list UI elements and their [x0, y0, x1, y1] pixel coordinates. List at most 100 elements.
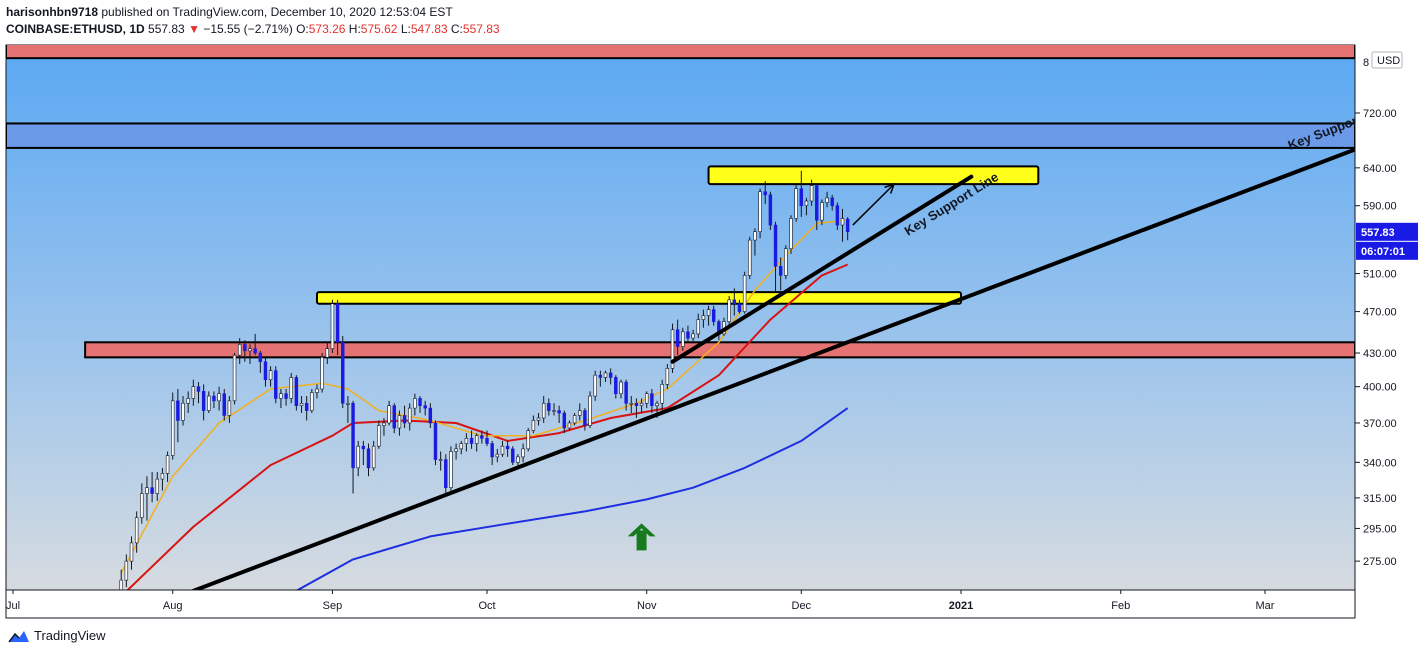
candle-body [330, 303, 335, 349]
candle [588, 391, 592, 429]
candle-body [253, 348, 257, 354]
candle [706, 305, 711, 326]
candle-body [392, 405, 396, 429]
candle [753, 228, 757, 256]
candle-body [845, 218, 850, 233]
candle [634, 398, 639, 418]
candle-body [299, 402, 304, 406]
price-tick-label: 470.00 [1363, 307, 1397, 319]
candle-body [655, 402, 659, 406]
candle-body [243, 344, 247, 352]
candle-body [500, 445, 505, 455]
candle [397, 410, 402, 436]
candle-body [588, 395, 592, 426]
time-tick-label: Mar [1256, 600, 1275, 612]
candle-body [248, 348, 252, 352]
candle-body [578, 410, 582, 416]
candle [784, 245, 788, 280]
author-name[interactable]: harisonhbn9718 [6, 5, 99, 19]
candle-body [237, 344, 242, 356]
candle-body [526, 430, 530, 450]
candle [804, 197, 809, 216]
candle-body [341, 341, 345, 404]
candle [567, 420, 572, 431]
candle-body [490, 443, 494, 458]
candle-body [186, 398, 190, 404]
price-tick-label: 510.00 [1363, 269, 1397, 281]
candle-body [505, 445, 510, 450]
candle [794, 184, 798, 222]
candle [320, 353, 324, 393]
candle [619, 379, 623, 399]
close-label: C: [450, 22, 463, 36]
candle-body [346, 402, 350, 405]
candle-body [268, 370, 273, 381]
candle-body [201, 391, 206, 411]
candle-body [274, 370, 278, 399]
candle-body [583, 410, 587, 426]
candle [454, 443, 458, 460]
candle-body [325, 348, 330, 358]
candle [212, 391, 216, 409]
candle [578, 403, 582, 421]
candle-body [670, 329, 675, 369]
candle-body [567, 422, 572, 429]
candle-body [691, 333, 695, 339]
candle-body [382, 422, 386, 426]
candle [382, 417, 386, 436]
candle [742, 271, 747, 314]
zone-yellow-2 [707, 165, 1040, 186]
candle [433, 420, 438, 466]
candle [315, 384, 319, 399]
candle [392, 403, 396, 434]
candle [557, 405, 561, 423]
tradingview-footer[interactable]: TradingView [8, 628, 106, 643]
candle [274, 366, 278, 404]
candle [356, 440, 360, 477]
open-value: 573.26 [308, 22, 346, 36]
candle [608, 368, 613, 385]
open-label: O: [296, 22, 309, 36]
zone-red-4 [84, 341, 1355, 359]
candle-body [675, 329, 680, 347]
candle [284, 389, 288, 406]
candle [346, 396, 350, 423]
price-tick-label: 590.00 [1363, 201, 1397, 213]
candle-body [547, 402, 551, 411]
candle-body [557, 410, 561, 414]
low-label: L: [400, 22, 411, 36]
projection-arrow [852, 182, 896, 226]
candle [696, 313, 700, 339]
candle [485, 430, 489, 447]
candle [840, 208, 845, 242]
candle [402, 405, 407, 429]
candle [351, 400, 355, 494]
candle-body [320, 357, 324, 390]
candle-body [562, 412, 567, 429]
candle-body [361, 445, 366, 450]
candle [304, 396, 309, 421]
close-value: 557.83 [462, 22, 500, 36]
candle [820, 199, 824, 226]
candle-body [686, 331, 690, 339]
candle [408, 403, 412, 431]
candle [727, 295, 731, 326]
candle [732, 288, 737, 316]
candle [701, 309, 706, 328]
candle-body [778, 266, 783, 276]
candle-body [768, 194, 773, 226]
candle [541, 396, 546, 423]
publish-line: harisonhbn9718 published on TradingView.… [6, 4, 500, 21]
candle-body [134, 517, 139, 544]
candle-body [444, 459, 448, 488]
candle [310, 389, 314, 414]
candle [330, 299, 335, 353]
ohlc-line: COINBASE:ETHUSD, 1D 557.83 ▼ −15.55 (−2.… [6, 21, 500, 38]
high-value: 575.62 [360, 22, 398, 36]
candle [737, 299, 742, 314]
zone-red-0 [6, 45, 1355, 60]
candle [763, 181, 767, 205]
candle [711, 305, 716, 326]
candle [521, 443, 525, 463]
